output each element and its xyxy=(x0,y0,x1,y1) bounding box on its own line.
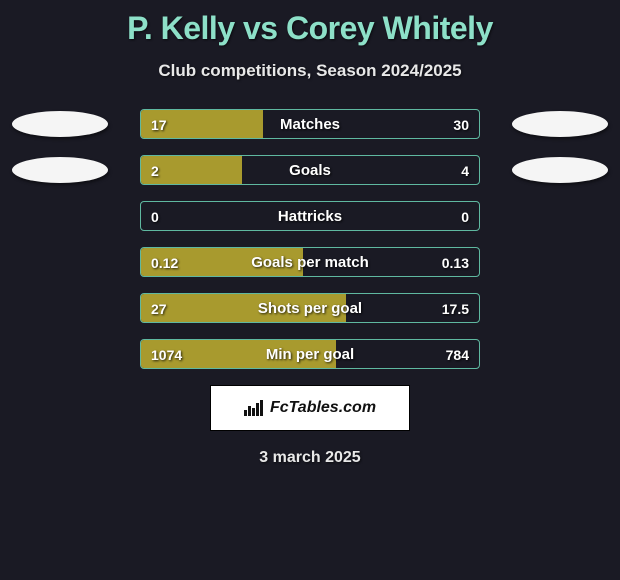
stat-bar-fill xyxy=(141,156,242,184)
stat-bar: 1074784Min per goal xyxy=(140,339,480,369)
stat-bar: 0 0Hattricks xyxy=(140,201,480,231)
player-badge-right xyxy=(512,157,608,183)
logo-text: FcTables.com xyxy=(270,399,376,417)
stat-row: 2717.5Shots per goal xyxy=(0,293,620,323)
stat-bar-fill xyxy=(141,340,336,368)
stat-label: Hattricks xyxy=(141,202,479,231)
stat-row: 1074784Min per goal xyxy=(0,339,620,369)
stat-bar: 2717.5Shots per goal xyxy=(140,293,480,323)
stat-bar-fill xyxy=(141,248,303,276)
stat-bar-fill xyxy=(141,294,346,322)
stat-row: 0.120.13Goals per match xyxy=(0,247,620,277)
subtitle: Club competitions, Season 2024/2025 xyxy=(0,61,620,81)
stat-bar: 1730Matches xyxy=(140,109,480,139)
page-title: P. Kelly vs Corey Whitely xyxy=(0,0,620,47)
stat-bar: 24Goals xyxy=(140,155,480,185)
stat-value-left: 0 xyxy=(151,202,159,231)
stat-value-right: 4 xyxy=(461,156,469,185)
stat-value-right: 17.5 xyxy=(442,294,469,323)
stat-value-right: 30 xyxy=(453,110,469,139)
comparison-chart: 1730Matches 24Goals 0 0Hattricks 0.120.13Goa… xyxy=(0,109,620,369)
player-badge-right xyxy=(512,111,608,137)
player-badge-left xyxy=(12,157,108,183)
stat-row: 24Goals xyxy=(0,155,620,185)
stat-row: 0 0Hattricks xyxy=(0,201,620,231)
player-badge-left xyxy=(12,111,108,137)
date-label: 3 march 2025 xyxy=(0,449,620,467)
stat-value-right: 0.13 xyxy=(442,248,469,277)
bar-chart-icon xyxy=(244,400,264,416)
stat-row: 1730Matches xyxy=(0,109,620,139)
stat-value-right: 0 xyxy=(461,202,469,231)
stat-value-right: 784 xyxy=(446,340,469,369)
stat-bar: 0.120.13Goals per match xyxy=(140,247,480,277)
logo-box: FcTables.com xyxy=(210,385,410,431)
stat-bar-fill xyxy=(141,110,263,138)
